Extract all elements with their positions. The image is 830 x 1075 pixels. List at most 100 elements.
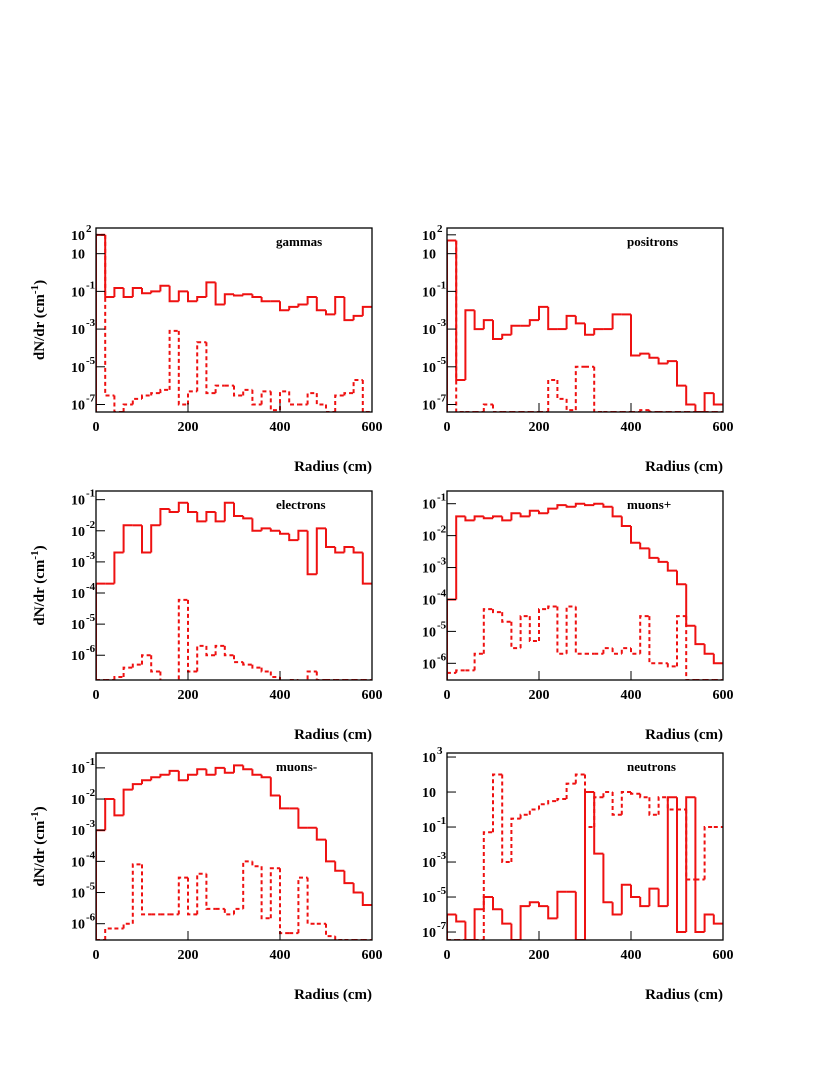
histogram-step [712, 653, 723, 665]
y-tick-exponent: -3 [437, 556, 447, 568]
histogram-step [260, 297, 271, 303]
histogram-step [233, 502, 244, 517]
histogram-step [122, 524, 133, 553]
histogram-step [528, 616, 539, 642]
histogram-step [712, 393, 723, 406]
y-tick-exponent: -1 [437, 815, 446, 827]
y-tick-exponent: -7 [86, 392, 96, 404]
histogram-step [510, 817, 521, 863]
axis-frame [446, 490, 724, 681]
histogram-step [648, 887, 659, 907]
y-tick-label: 10 [422, 657, 436, 672]
y-tick-exponent: -1 [86, 756, 95, 768]
y-tick-label: 10 [71, 525, 85, 540]
y-axis-label-text: dN/dr (cm [32, 294, 48, 360]
histogram-step [334, 861, 345, 872]
histogram-step [298, 680, 307, 686]
histogram-step [501, 612, 512, 623]
y-tick-exponent: -6 [437, 651, 447, 663]
histogram-step [565, 505, 576, 508]
histogram-step [113, 287, 124, 298]
plot-area [447, 773, 723, 940]
histogram-step [325, 839, 336, 863]
histogram-step [187, 599, 198, 673]
histogram-step [214, 766, 225, 775]
histogram-step [510, 621, 521, 650]
histogram-step [187, 291, 198, 303]
histogram-step [361, 379, 372, 412]
histogram-step [150, 392, 161, 396]
histogram-step [361, 892, 372, 906]
histogram-step [279, 530, 290, 535]
histogram-step [611, 648, 622, 655]
histogram-step [648, 548, 659, 559]
histogram-step [315, 527, 326, 575]
histogram-step [528, 509, 539, 517]
y-tick-label: 10 [71, 762, 85, 777]
y-tick-label: 10 [422, 562, 436, 577]
histogram-step [685, 796, 696, 933]
histogram-step [685, 584, 696, 627]
histogram-step [602, 853, 613, 904]
histogram-step [455, 515, 466, 600]
histogram-step [547, 306, 558, 331]
histogram-step [447, 598, 457, 680]
x-tick-label: 400 [270, 688, 291, 703]
histogram-step [325, 310, 336, 316]
histogram-step [306, 296, 317, 305]
histogram-step [177, 770, 188, 782]
histogram-step [519, 513, 530, 518]
y-tick-exponent: -4 [86, 849, 96, 861]
y-tick-exponent: -5 [437, 355, 447, 367]
y-axis-label-exponent: -1 [29, 550, 41, 559]
y-tick-exponent: -1 [86, 488, 95, 500]
histogram-step [464, 516, 475, 522]
histogram-step [685, 385, 696, 406]
histogram-step [492, 515, 503, 519]
histogram-step [519, 813, 530, 819]
y-tick-label: 10 [422, 248, 436, 263]
histogram-step [620, 516, 631, 528]
y-tick-label: 10 [71, 887, 85, 902]
y-tick-exponent: -2 [437, 524, 447, 536]
plot-area [96, 764, 372, 940]
histogram-step [214, 384, 225, 394]
y-tick-label: 10 [71, 285, 85, 300]
histogram-step [205, 769, 216, 776]
histogram-step [214, 644, 225, 656]
y-tick-label: 10 [422, 821, 436, 836]
histogram-step [630, 792, 641, 795]
histogram-step [538, 608, 549, 641]
histogram-step [464, 309, 475, 380]
y-tick-label: 10 [71, 556, 85, 571]
x-axis-label: Radius (cm) [645, 459, 723, 475]
histogram-step [528, 901, 539, 907]
histogram-step [666, 663, 677, 668]
histogram-step [464, 921, 475, 940]
histogram-step [447, 239, 457, 412]
x-tick-label: 0 [93, 948, 100, 963]
histogram-step [131, 663, 142, 668]
histogram-step [611, 792, 622, 816]
histogram-step [703, 392, 714, 412]
histogram-step [639, 793, 650, 799]
y-tick-label: 10 [71, 248, 85, 263]
histogram-step [574, 502, 585, 507]
histogram-step [630, 648, 641, 655]
x-tick-label: 0 [444, 948, 451, 963]
histogram-step [205, 281, 216, 298]
histogram-step [205, 511, 216, 522]
histogram-step [196, 644, 207, 672]
x-tick-label: 0 [93, 420, 100, 435]
histogram-step [269, 528, 280, 532]
y-tick-label: 10 [422, 285, 436, 300]
panel-label: electrons [276, 497, 326, 512]
histogram-step [556, 379, 567, 400]
histogram-step [556, 606, 567, 655]
y-tick-exponent: -2 [86, 519, 96, 531]
histogram-step [113, 675, 124, 680]
y-tick-label: 10 [422, 926, 436, 941]
histogram-step [242, 515, 253, 520]
histogram-step [260, 390, 271, 405]
histogram-step [584, 791, 595, 940]
